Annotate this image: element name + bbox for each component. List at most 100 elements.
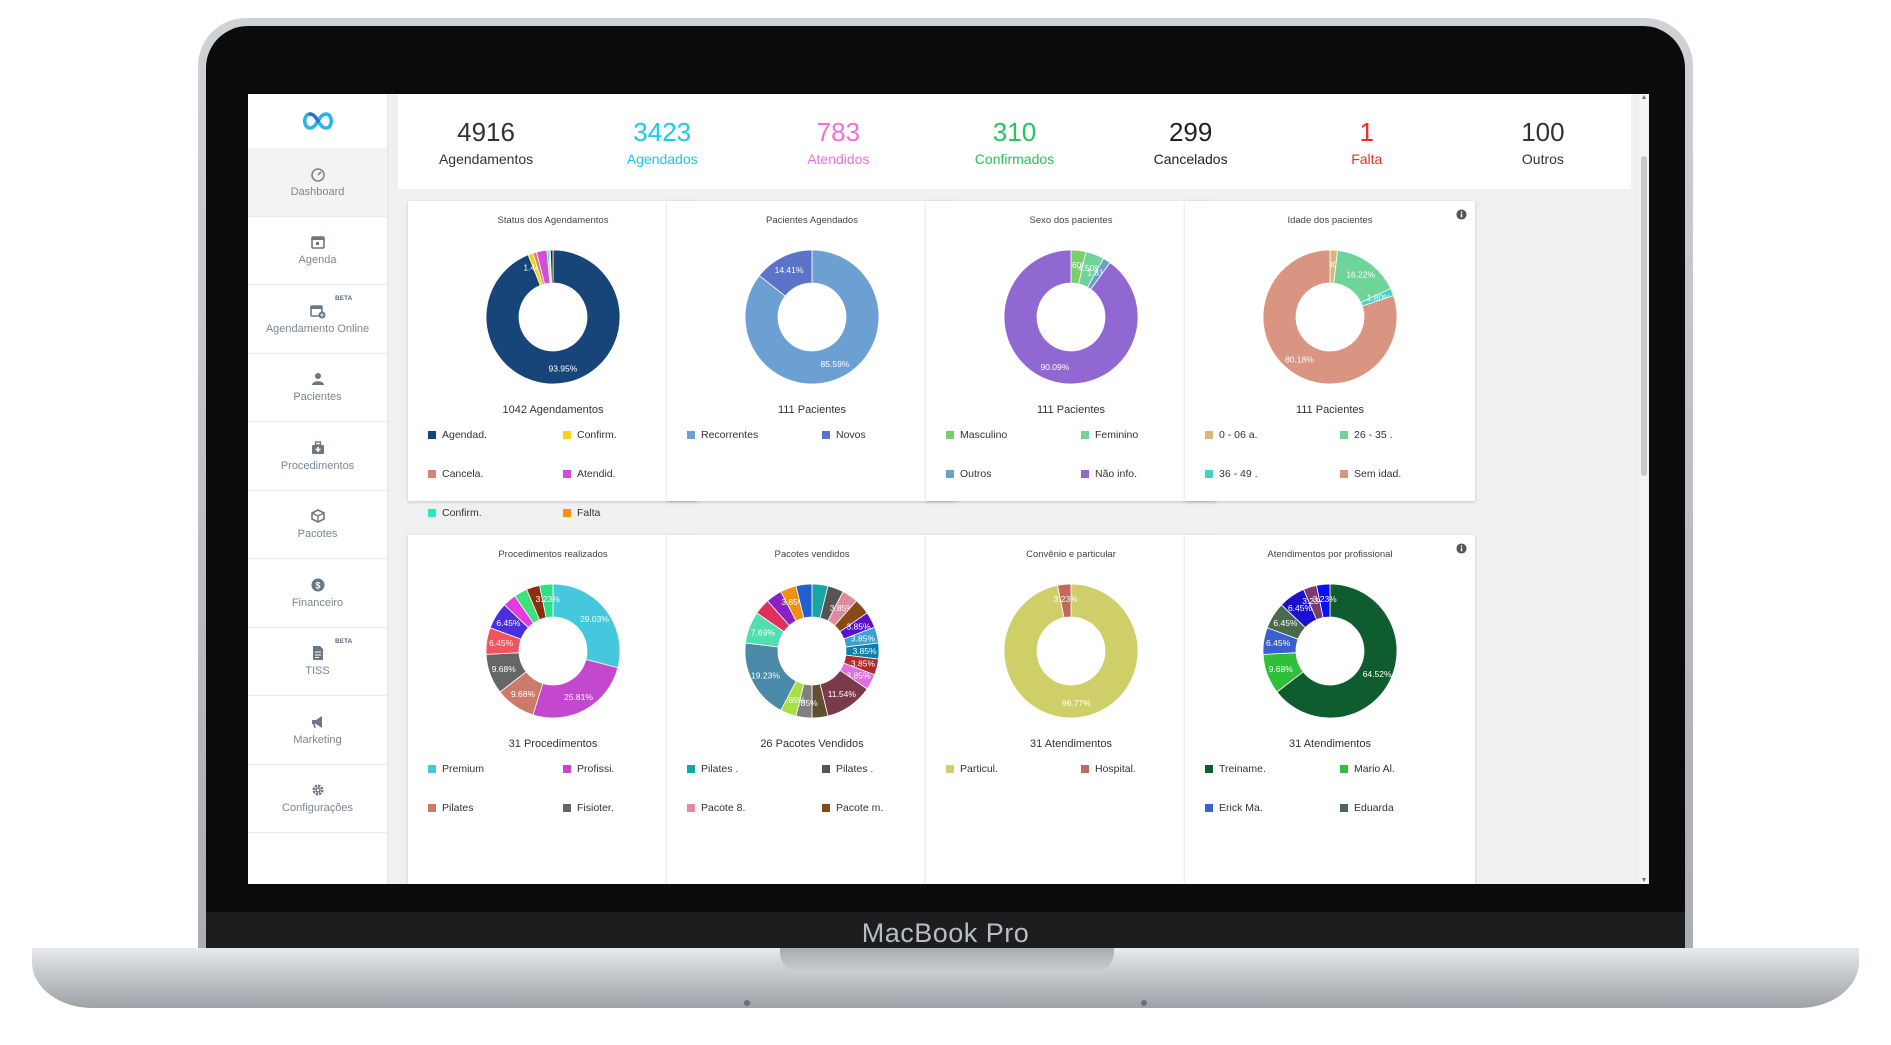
legend-item[interactable]: Premium	[428, 762, 563, 776]
donut-slice[interactable]	[485, 249, 621, 385]
legend-item[interactable]: Treiname.	[1205, 762, 1340, 776]
donut-chart[interactable]: 29.03% 25.81% 9.68% 9.68% 6.45% 6.45% 3.23%	[468, 566, 638, 736]
app-logo[interactable]	[248, 94, 387, 148]
donut-chart[interactable]: 3.85%3.85%3.85%3.85%3.85%3.85%11.54%3.85…	[727, 566, 897, 736]
stat-value: 310	[992, 117, 1037, 147]
donut-chart[interactable]: 1.80%16.22%1.80%80.18%	[1245, 232, 1415, 402]
slice-label: 1.81%	[1087, 268, 1112, 278]
sidebar-item-pacientes[interactable]: Pacientes	[248, 354, 387, 422]
sidebar-item-agenda[interactable]: Agenda	[248, 217, 387, 285]
legend-item[interactable]: Pacote m.	[822, 801, 947, 815]
slice-label: 3.23%	[1313, 594, 1338, 604]
legend-item[interactable]: Fisioter.	[563, 801, 688, 815]
chart-card: Pacotes vendidos 26 Pacotes Vendidos 3.85%…	[667, 535, 957, 884]
scroll-thumb[interactable]	[1641, 156, 1647, 476]
info-icon[interactable]	[1456, 543, 1467, 554]
chart-card: Atendimentos por profissional 31 Atendime…	[1185, 535, 1475, 884]
legend-item[interactable]: Outros	[946, 467, 1081, 481]
donut-chart[interactable]: 96.77% 3.23%	[986, 566, 1156, 736]
stat-label: Agendamentos	[438, 151, 534, 167]
sidebar-item-configura-es[interactable]: Configurações	[248, 765, 387, 833]
slice-label: 3.85%	[851, 633, 876, 643]
legend-item[interactable]: Não info.	[1081, 467, 1206, 481]
chart-caption: 1042 Agendamentos	[502, 404, 604, 416]
legend-item[interactable]: Pilates .	[687, 762, 822, 776]
sidebar-item-financeiro[interactable]: $ Financeiro	[248, 559, 387, 628]
chart-caption: 111 Pacientes	[1036, 404, 1106, 416]
scroll-up-icon[interactable]: ▲	[1640, 94, 1648, 101]
chart-card: Status dos Agendamentos 1042 Agendamentos…	[408, 201, 698, 558]
legend-item[interactable]: Confirm.	[428, 506, 563, 520]
info-icon[interactable]	[1456, 209, 1467, 220]
donut-chart[interactable]: 3.60%4.50%1.81% 90.09%	[986, 232, 1156, 402]
legend-item[interactable]: Atendid.	[563, 467, 688, 481]
dashboard-icon	[310, 167, 325, 182]
stat-outros: 100 Outros	[1455, 94, 1631, 189]
sidebar-item-procedimentos[interactable]: Procedimentos	[248, 422, 387, 491]
legend-label: Novos	[836, 429, 866, 441]
legend-item[interactable]: Pacote 8.	[687, 801, 822, 815]
sidebar-item-dashboard[interactable]: Dashboard	[248, 148, 387, 217]
stat-label: Atendidos	[807, 151, 870, 167]
legend-swatch	[563, 470, 571, 478]
donut-slice[interactable]	[1316, 583, 1331, 619]
stat-value: 1	[1359, 117, 1374, 147]
legend-item[interactable]: Pilates	[428, 801, 563, 815]
donut-slice[interactable]	[795, 583, 813, 619]
chart-legend: Treiname. Mario Al. Erick Ma. Eduarda	[1205, 762, 1465, 815]
legend-item[interactable]: Falta	[563, 506, 688, 520]
legend-item[interactable]: Cancela.	[428, 467, 563, 481]
slice-label: 90.09%	[1040, 362, 1069, 372]
legend-label: Cancela.	[442, 468, 484, 480]
legend-item[interactable]: 0 - 06 a.	[1205, 428, 1340, 442]
sidebar-item-tiss[interactable]: TISS BETA	[248, 628, 387, 696]
legend-swatch	[946, 431, 954, 439]
legend-item[interactable]: Sem idad.	[1340, 467, 1465, 481]
donut-slice[interactable]	[552, 583, 621, 669]
sidebar-item-agendamento-online[interactable]: Agendamento Online BETA	[248, 285, 387, 354]
legend-item[interactable]: Eduarda	[1340, 801, 1465, 815]
legend-label: Atendid.	[577, 468, 616, 480]
slice-label: 3.85%	[852, 646, 877, 656]
sidebar-item-pacotes[interactable]: Pacotes	[248, 491, 387, 559]
legend-item[interactable]: Mario Al.	[1340, 762, 1465, 776]
donut-slice[interactable]	[539, 583, 554, 619]
legend-item[interactable]: Pilates .	[822, 762, 947, 776]
legend-item[interactable]: Particul.	[946, 762, 1081, 776]
legend-swatch	[563, 804, 571, 812]
donut-slice[interactable]	[758, 249, 813, 297]
donut-slice[interactable]	[549, 249, 554, 284]
slice-label: 1.80%	[1321, 260, 1346, 270]
scrollbar[interactable]: ▲ ▼	[1639, 94, 1649, 884]
sidebar: Dashboard Agenda Agendamento Online BETA Pac…	[248, 94, 388, 884]
dashboard-main: 4916 Agendamentos 3423 Agendados 783 Atendido…	[398, 94, 1631, 884]
legend-item[interactable]: Agendad.	[428, 428, 563, 442]
donut-slice[interactable]	[1003, 249, 1139, 385]
device-brand: MacBook Pro	[861, 918, 1030, 948]
donut-chart[interactable]: 64.52%9.68%6.45%6.45%6.45%3.23%3.23%	[1245, 566, 1415, 736]
legend-item[interactable]: Masculino	[946, 428, 1081, 442]
legend-item[interactable]: Hospital.	[1081, 762, 1206, 776]
sidebar-item-marketing[interactable]: Marketing	[248, 696, 387, 765]
legend-item[interactable]: 26 - 35 .	[1340, 428, 1465, 442]
donut-slice[interactable]	[532, 659, 619, 719]
donut-slice[interactable]	[744, 249, 880, 385]
chart-title: Idade dos pacientes	[1287, 215, 1373, 226]
slice-label: 3.23%	[1054, 594, 1079, 604]
legend-item[interactable]: Recorrentes	[687, 428, 822, 442]
legend-item[interactable]: Erick Ma.	[1205, 801, 1340, 815]
legend-item[interactable]: 36 - 49 .	[1205, 467, 1340, 481]
legend-item[interactable]: Novos	[822, 428, 947, 442]
slice-label: 6.45%	[1273, 618, 1298, 628]
legend-item[interactable]: Profissi.	[563, 762, 688, 776]
donut-slice[interactable]	[1057, 583, 1072, 619]
legend-item[interactable]: Confirm.	[563, 428, 688, 442]
donut-slice[interactable]	[1276, 583, 1398, 719]
legend-swatch	[946, 765, 954, 773]
donut-slice[interactable]	[1003, 583, 1139, 719]
donut-slice[interactable]	[1262, 249, 1398, 385]
scroll-down-icon[interactable]: ▼	[1640, 877, 1648, 884]
donut-chart[interactable]: 93.95% 1.44%	[468, 232, 638, 402]
donut-chart[interactable]: 85.59% 14.41%	[727, 232, 897, 402]
legend-item[interactable]: Feminino	[1081, 428, 1206, 442]
